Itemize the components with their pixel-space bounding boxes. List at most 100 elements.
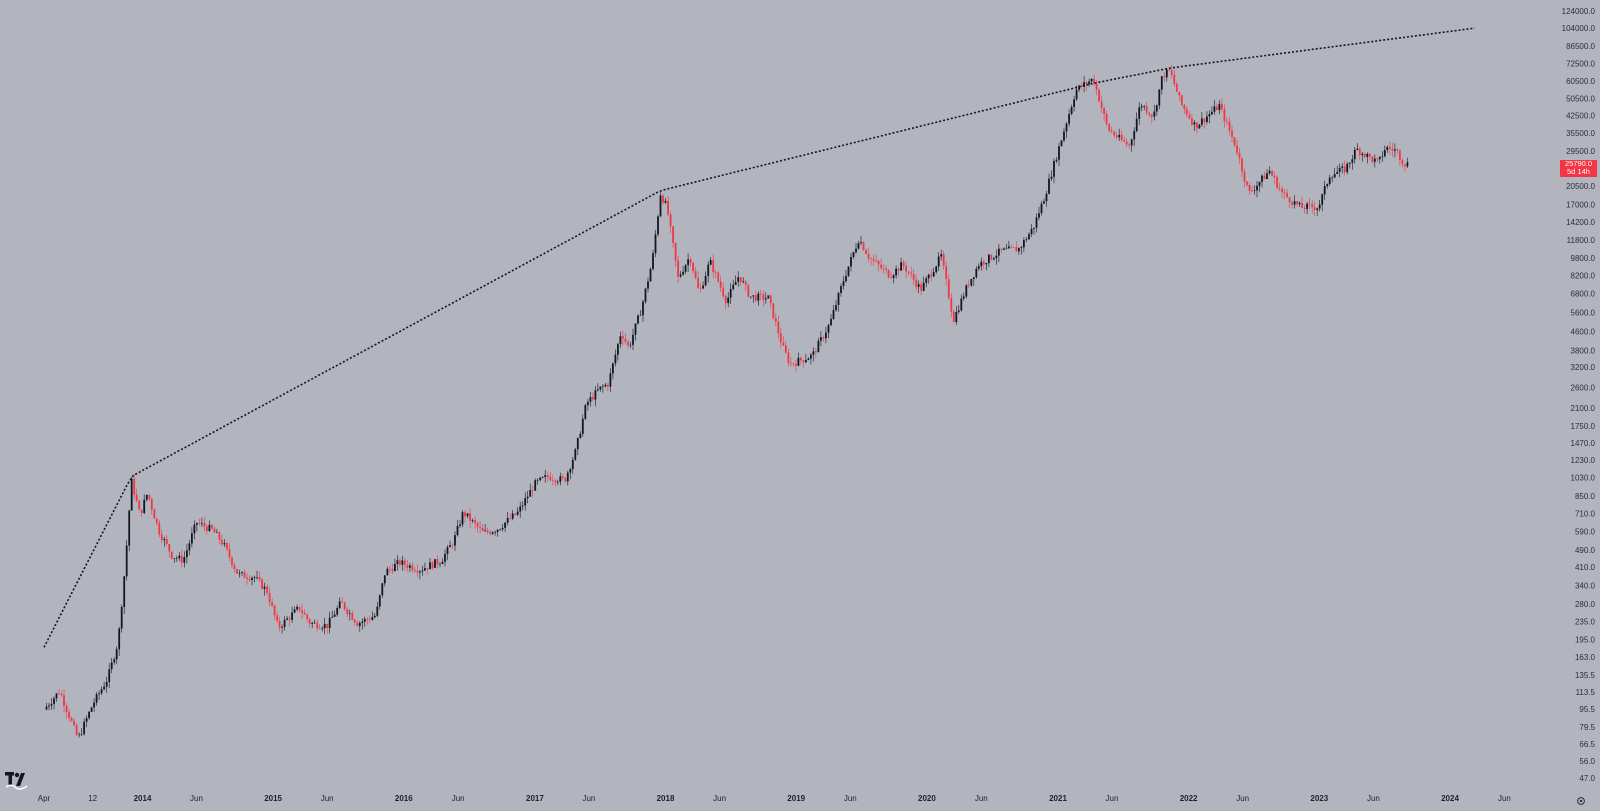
candle <box>1130 138 1133 152</box>
candle <box>1005 244 1008 250</box>
candle <box>213 526 216 533</box>
candle <box>556 479 559 486</box>
candle <box>338 597 341 609</box>
candle <box>363 616 366 627</box>
x-tick-label: 2016 <box>395 794 413 803</box>
candle <box>652 249 654 271</box>
candle <box>108 663 111 688</box>
candle <box>1045 190 1048 207</box>
candle <box>880 258 882 271</box>
trendline[interactable] <box>43 27 1475 648</box>
candle <box>293 606 296 614</box>
candle <box>343 601 346 612</box>
candle <box>1040 200 1043 216</box>
candle <box>233 562 236 573</box>
candle <box>120 604 123 633</box>
candle <box>78 732 80 738</box>
candle <box>1331 175 1334 183</box>
candle <box>419 569 421 580</box>
candle <box>534 478 537 491</box>
candle <box>792 362 795 367</box>
x-tick-label: 2020 <box>918 794 936 803</box>
candle <box>920 281 923 296</box>
tradingview-logo-icon[interactable] <box>4 770 28 792</box>
candle <box>93 698 95 712</box>
candle <box>1135 112 1138 133</box>
candle <box>389 565 391 573</box>
candle <box>629 341 632 349</box>
candle <box>150 496 153 515</box>
candle <box>1098 88 1100 103</box>
candle <box>1218 100 1221 115</box>
candle <box>426 568 429 575</box>
candle <box>857 240 860 250</box>
y-tick-label: 2100.0 <box>1571 404 1596 413</box>
candle <box>1401 157 1404 168</box>
candle <box>436 555 439 569</box>
candle <box>952 309 955 323</box>
candle <box>168 543 171 558</box>
candle <box>98 690 100 700</box>
candle <box>772 303 775 320</box>
candle <box>1153 105 1156 121</box>
candle <box>815 348 817 359</box>
candle <box>1248 182 1251 196</box>
candle <box>336 605 339 617</box>
candle <box>632 328 634 350</box>
candle <box>960 294 963 312</box>
candle <box>464 510 466 523</box>
candle <box>321 626 324 632</box>
y-tick-label: 8200.0 <box>1571 271 1596 280</box>
candle <box>1223 104 1226 128</box>
candle <box>975 266 978 279</box>
candle <box>592 392 594 402</box>
candle <box>1208 110 1211 124</box>
gear-icon[interactable] <box>1576 793 1586 805</box>
candle <box>183 551 186 568</box>
candle <box>118 626 121 656</box>
candle <box>1231 125 1233 143</box>
candle <box>1145 101 1148 116</box>
y-tick-label: 86500.0 <box>1566 42 1595 51</box>
x-tick-label: Jun <box>713 794 726 803</box>
candle <box>276 611 278 623</box>
candle <box>1348 162 1351 169</box>
candle <box>466 513 469 519</box>
candle <box>644 287 647 304</box>
candle <box>739 277 742 287</box>
candle <box>228 543 231 562</box>
candle <box>383 575 386 587</box>
candle <box>587 399 589 411</box>
y-tick-label: 410.0 <box>1575 563 1596 572</box>
y-tick-label: 1030.0 <box>1571 473 1596 482</box>
candle <box>970 279 973 287</box>
y-tick-label: 11800.0 <box>1567 236 1596 245</box>
candle <box>1000 248 1003 254</box>
candle <box>647 277 649 293</box>
candle <box>143 494 146 514</box>
candle <box>602 384 604 393</box>
candle <box>667 196 669 217</box>
candle <box>496 529 499 537</box>
candle <box>148 494 151 502</box>
candle <box>1118 128 1121 141</box>
candle <box>1030 224 1033 238</box>
candle <box>511 509 514 521</box>
candle <box>1168 68 1171 72</box>
y-tick-label: 135.5 <box>1575 671 1596 680</box>
y-tick-label: 5600.0 <box>1571 309 1596 318</box>
candle <box>892 274 895 284</box>
candle <box>208 520 211 532</box>
candle <box>509 513 512 520</box>
candle <box>396 555 399 571</box>
y-tick-label: 9800.0 <box>1571 254 1596 263</box>
candle <box>128 509 131 552</box>
candle <box>1088 78 1090 87</box>
candle <box>1378 156 1381 164</box>
x-tick-label: 2015 <box>264 794 282 803</box>
candle <box>787 348 790 367</box>
candle <box>995 249 998 265</box>
candle <box>827 323 830 339</box>
